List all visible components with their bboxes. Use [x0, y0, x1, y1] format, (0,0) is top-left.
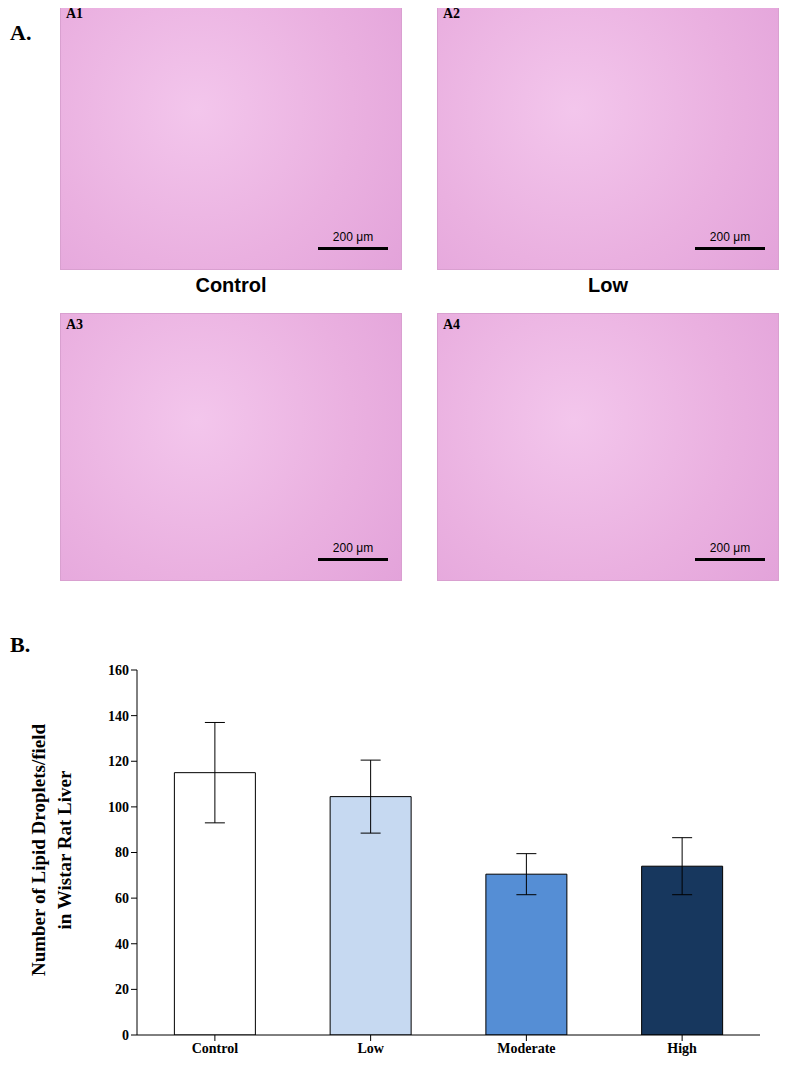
svg-text:Low: Low — [357, 1041, 384, 1056]
html-text:A1: A1 — [66, 6, 84, 21]
html-text:Low: Low — [588, 274, 628, 296]
html-text:Number of Lipid Droplets/field: Number of Lipid Droplets/field — [28, 723, 49, 977]
html-text:200 μm: 200 μm — [709, 230, 751, 244]
svg-text:140: 140 — [108, 709, 129, 724]
svg-text:0: 0 — [122, 1028, 129, 1043]
svg-text:Moderate: Moderate — [497, 1041, 555, 1056]
svg-text:100: 100 — [108, 800, 129, 815]
html-text:200 μm: 200 μm — [709, 541, 751, 555]
html-text:200 μm: 200 μm — [332, 541, 374, 555]
html-text:in Wistar Rat Liver: in Wistar Rat Liver — [54, 770, 75, 930]
svg-text:High: High — [667, 1041, 697, 1056]
html-text:A.: A. — [10, 20, 32, 45]
html-text:Control: Control — [195, 274, 267, 296]
svg-text:120: 120 — [108, 754, 129, 769]
svg-text:160: 160 — [108, 663, 129, 678]
html-text:B.: B. — [10, 632, 31, 657]
svg-text:40: 40 — [115, 937, 129, 952]
svg-text:60: 60 — [115, 891, 129, 906]
html-text:A3: A3 — [66, 317, 84, 332]
svg-text:Control: Control — [192, 1041, 239, 1056]
html-text:200 μm: 200 μm — [332, 230, 374, 244]
html-text:A2: A2 — [443, 6, 461, 21]
svg-text:20: 20 — [115, 982, 129, 997]
svg-text:80: 80 — [115, 845, 129, 860]
html-text:A4: A4 — [443, 317, 461, 332]
